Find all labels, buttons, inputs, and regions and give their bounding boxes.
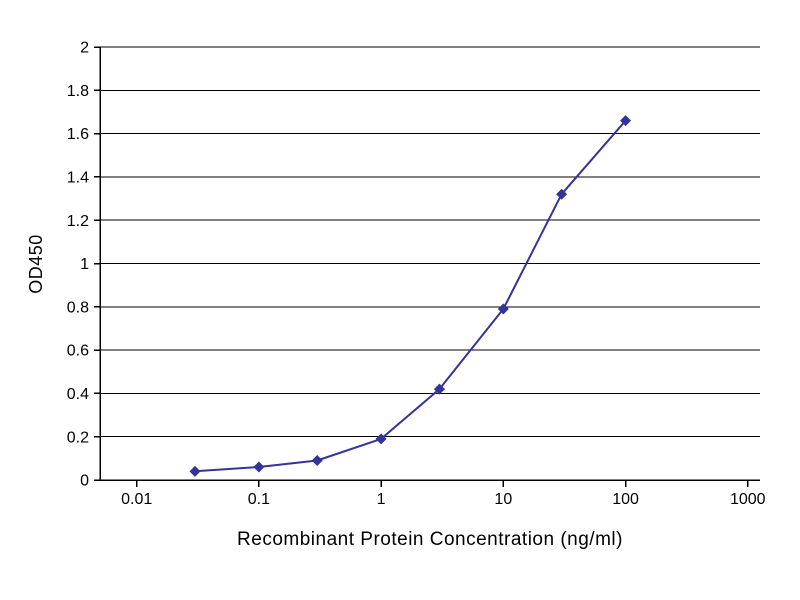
x-tick-label: 100 — [612, 491, 639, 508]
data-point-marker — [253, 461, 265, 473]
data-point-marker — [497, 303, 509, 315]
y-tick-label: 0.4 — [67, 386, 89, 403]
y-tick-label: 1.4 — [67, 170, 89, 187]
y-tick-label: 1.8 — [67, 83, 89, 100]
series-group — [189, 115, 632, 477]
tick-labels-group: 0 0.2 0.4 0.6 0.8 1 1.2 1.4 1.6 1.8 2 0.01 0.1 1 10 100… — [67, 40, 766, 508]
data-point-marker — [311, 455, 323, 467]
data-point-marker — [433, 383, 445, 395]
y-tick-label: 0 — [80, 473, 89, 490]
y-tick-label: 2 — [80, 40, 89, 57]
series-line — [194, 119, 627, 473]
x-tick-label: 1 — [377, 491, 386, 508]
x-tick-label: 0.1 — [248, 491, 270, 508]
y-tick-label: 0.8 — [67, 299, 89, 316]
x-axis-title: Recombinant Protein Concentration (ng/ml… — [237, 529, 623, 550]
ticks-group — [94, 46, 749, 487]
x-tick-label: 1000 — [730, 491, 766, 508]
data-point-marker — [556, 188, 568, 200]
y-axis-title: OD450 — [26, 234, 46, 294]
data-point-marker — [375, 433, 387, 445]
y-tick-label: 1 — [80, 256, 89, 273]
x-tick-label: 10 — [494, 491, 512, 508]
y-tick-label: 0.6 — [67, 343, 89, 360]
data-point-marker — [189, 465, 201, 477]
y-tick-label: 0.2 — [67, 429, 89, 446]
data-point-marker — [620, 115, 632, 127]
y-tick-label: 1.6 — [67, 126, 89, 143]
y-tick-label: 1.2 — [67, 213, 89, 230]
gridlines-group — [100, 46, 760, 438]
x-tick-label: 0.01 — [121, 491, 152, 508]
